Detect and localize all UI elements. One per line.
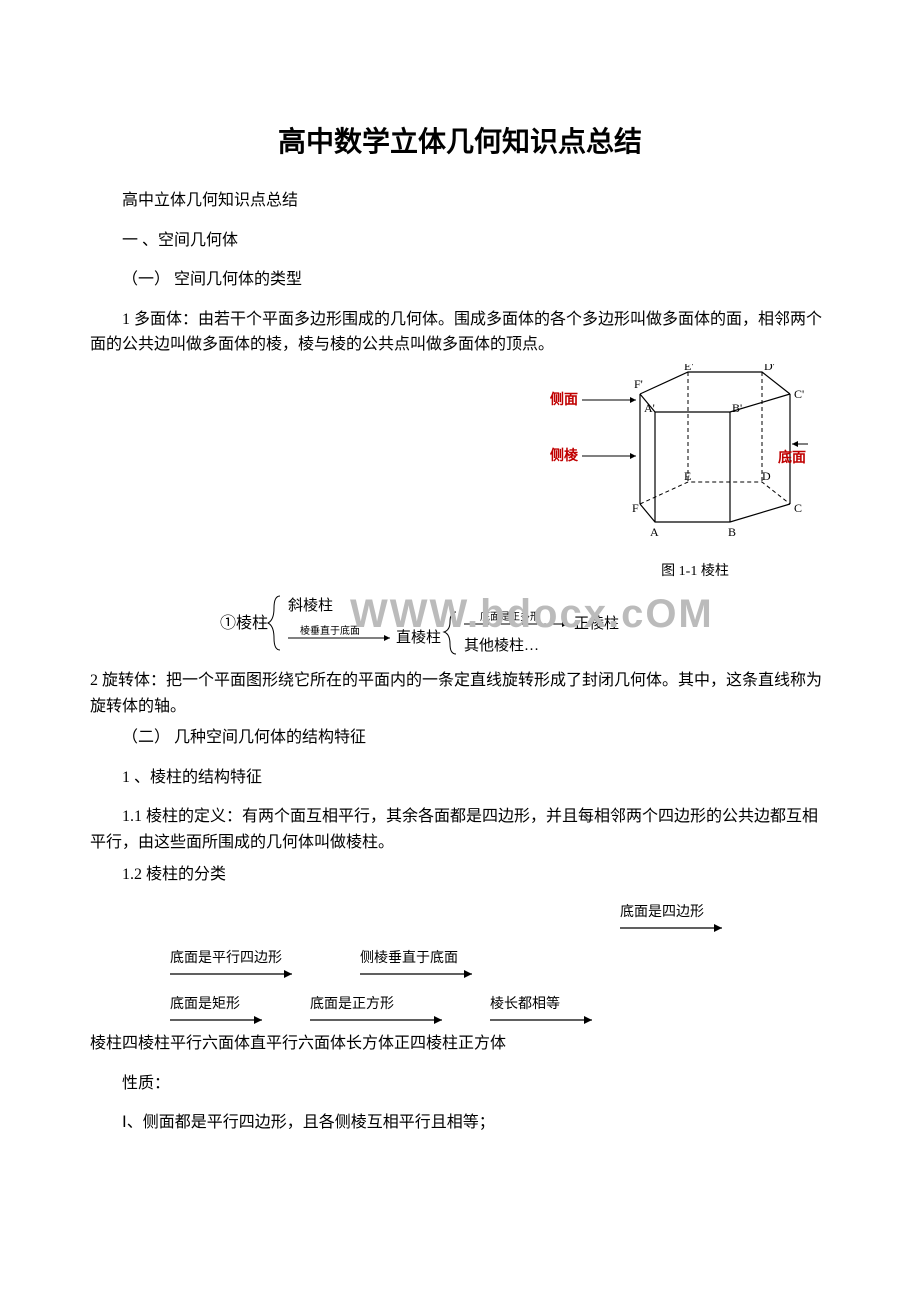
figure-1-1-caption: 图 1-1 棱柱 [580,560,810,580]
svg-text:正棱柱: 正棱柱 [574,615,619,632]
class-quad-base: 底面是四边形 [620,901,730,933]
prism-classification-heading: 1.2 棱柱的分类 [90,862,830,888]
class-square-base: 底面是正方形 [310,993,450,1025]
prism-classification-formula: WWW.bdocx.cOM ①棱柱 斜棱柱 棱垂直于底面 直棱柱 底面是正多形 … [90,584,830,662]
figure-1-1-prism: 侧面 侧棱 底面 F' E' D' C' B' A' F E D C B A 图… [90,364,810,580]
document-title: 高中数学立体几何知识点总结 [90,120,830,160]
svg-text:B': B' [732,401,742,415]
svg-text:棱垂直于底面: 棱垂直于底面 [300,624,360,637]
svg-text:其他棱柱…: 其他棱柱… [464,637,539,654]
svg-text:C': C' [794,387,804,401]
section-1-1-heading: （一） 空间几何体的类型 [90,267,830,293]
svg-text:D: D [762,469,771,483]
svg-text:A: A [650,525,659,539]
svg-text:侧棱: 侧棱 [550,447,579,464]
section-1-2-1-heading: 1 、棱柱的结构特征 [90,765,830,791]
svg-text:C: C [794,501,802,515]
svg-text:直棱柱: 直棱柱 [396,629,441,646]
prism-diagram-svg: 侧面 侧棱 底面 F' E' D' C' B' A' F E D C B A [540,364,810,554]
svg-text:底面是正多形: 底面是正多形 [480,610,540,623]
subtitle: 高中立体几何知识点总结 [90,188,830,214]
svg-text:A': A' [644,401,655,415]
svg-text:B: B [728,525,736,539]
classification-result: 棱柱四棱柱平行六面体直平行六面体长方体正四棱柱正方体 [90,1031,830,1057]
section-1-2-heading: （二） 几种空间几何体的结构特征 [90,725,830,751]
properties-heading: 性质： [90,1071,830,1097]
revolution-definition: 2 旋转体：把一个平面图形绕它所在的平面内的一条定直线旋转形成了封闭几何体。其中… [90,668,830,719]
svg-text:E: E [684,469,691,483]
svg-text:E': E' [684,364,694,373]
svg-text:F': F' [634,377,643,391]
svg-text:侧面: 侧面 [550,391,578,408]
class-parallelogram-base: 底面是平行四边形 [170,947,300,979]
classification-grid: 底面是四边形 底面是平行四边形 侧棱垂直于底面 底面是矩形 底面是正方形 [170,901,830,1025]
formula-svg: ①棱柱 斜棱柱 棱垂直于底面 直棱柱 底面是正多形 正棱柱 其他棱柱… [180,584,740,662]
svg-text:F: F [632,501,639,515]
svg-text:①棱柱: ①棱柱 [220,614,268,632]
svg-text:斜棱柱: 斜棱柱 [288,597,333,614]
prism-definition: 1.1 棱柱的定义：有两个面互相平行，其余各面都是四边形，并且每相邻两个四边形的… [90,804,830,855]
polyhedron-definition: 1 多面体：由若干个平面多边形围成的几何体。围成多面体的各个多边形叫做多面体的面… [90,307,830,358]
class-equal-edges: 棱长都相等 [490,993,600,1025]
document-page: 高中数学立体几何知识点总结 高中立体几何知识点总结 一 、空间几何体 （一） 空… [0,0,920,1210]
class-rectangle-base: 底面是矩形 [170,993,270,1025]
svg-text:底面: 底面 [778,449,806,466]
svg-text:D': D' [764,364,775,373]
class-perpendicular-edges: 侧棱垂直于底面 [360,947,480,979]
property-1: Ⅰ、侧面都是平行四边形，且各侧棱互相平行且相等； [90,1110,830,1136]
section-1-heading: 一 、空间几何体 [90,228,830,254]
